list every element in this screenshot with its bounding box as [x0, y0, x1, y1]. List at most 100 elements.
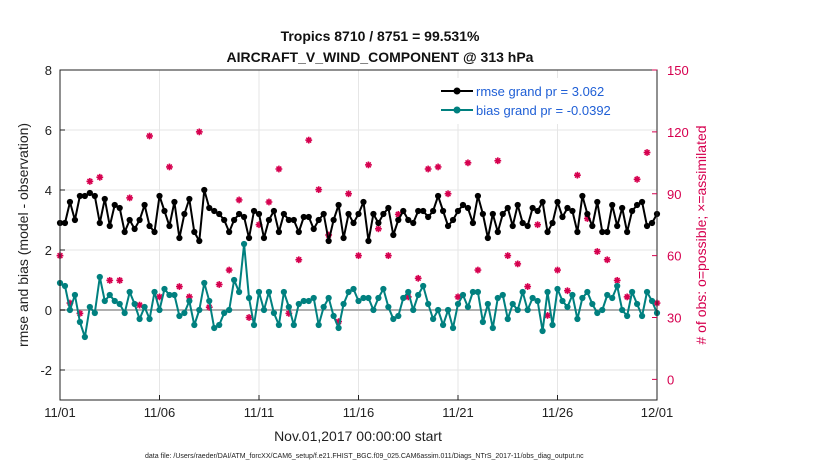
rmse-point [221, 216, 228, 224]
rmse-point [330, 216, 337, 224]
rmse-point [638, 198, 646, 206]
obs-count-marker [384, 252, 392, 260]
rmse-point [126, 216, 133, 224]
rmse-point [569, 207, 576, 215]
obs-marker-stroke [494, 157, 501, 164]
bias-point [275, 321, 282, 329]
x-tick-label: 11/16 [343, 405, 375, 420]
bias-point [226, 306, 233, 314]
bias-point [435, 306, 442, 314]
obs-count-marker [275, 165, 283, 173]
obs-marker-stroke [86, 178, 93, 185]
rmse-point [385, 204, 392, 212]
obs-marker-stroke [166, 163, 173, 170]
obs-count-marker [195, 128, 203, 136]
rmse-point [340, 234, 347, 242]
bias-point [638, 312, 646, 320]
rmse-point [295, 228, 302, 236]
bias-point [315, 321, 322, 329]
bias-point [648, 297, 656, 305]
rmse-point [181, 210, 188, 218]
bias-point [355, 297, 362, 305]
right-tick-label: 120 [667, 125, 689, 140]
bias-point [474, 288, 481, 296]
bias-point [554, 285, 561, 293]
rmse-point [395, 216, 402, 224]
bias-point [584, 288, 591, 296]
bias-point [270, 309, 278, 317]
rmse-point [310, 225, 317, 233]
rmse-point [166, 222, 173, 230]
bias-point [335, 324, 342, 332]
rmse-point [380, 210, 387, 218]
rmse-point [415, 207, 422, 215]
rmse-point [96, 219, 103, 227]
bias-point [221, 309, 228, 317]
bias-point [161, 285, 168, 293]
bias-point [136, 315, 143, 323]
bias-point [634, 300, 641, 308]
bias-point [340, 300, 347, 308]
bias-point [494, 294, 501, 302]
rmse-point [504, 204, 511, 212]
obs-count-marker [106, 276, 114, 284]
bias-point [425, 300, 432, 308]
bias-point [211, 324, 218, 332]
bias-point [330, 312, 337, 320]
rmse-point [390, 231, 397, 239]
x-tick-label: 11/26 [542, 405, 574, 420]
obs-marker-stroke [176, 283, 183, 290]
rmse-point [375, 219, 382, 227]
rmse-point [275, 228, 282, 236]
rmse-point [350, 219, 357, 227]
bias-point [449, 324, 457, 332]
obs-marker-stroke [116, 277, 123, 284]
obs-marker-stroke [146, 133, 153, 139]
obs-marker-stroke [524, 283, 531, 290]
bias-point [76, 318, 83, 326]
bias-point [255, 288, 263, 296]
x-axis-label: Nov.01,2017 00:00:00 start [274, 428, 442, 444]
obs-marker-stroke [216, 281, 223, 288]
rmse-point [91, 192, 98, 200]
obs-marker-stroke [236, 196, 243, 203]
bias-point [181, 309, 188, 317]
rmse-point [464, 204, 472, 212]
rmse-point [285, 216, 292, 224]
bias-point [459, 291, 467, 299]
rmse-point [519, 219, 526, 227]
bias-point [360, 294, 367, 302]
bias-point [156, 306, 163, 314]
obs-count-marker [464, 159, 472, 167]
bias-point [464, 303, 472, 311]
obs-marker-stroke [106, 277, 113, 284]
rmse-point [231, 216, 238, 224]
obs-count-marker [504, 252, 512, 260]
bias-point [574, 315, 581, 323]
rmse-point [76, 192, 83, 200]
bias-point [81, 333, 88, 341]
bias-point [206, 297, 213, 305]
x-axis-ticks: 11/01 11/06 11/11 11/16 11/21 11/26 12/01 [44, 395, 673, 420]
rmse-point [121, 228, 128, 236]
rmse-point [270, 207, 278, 215]
rmse-point [71, 216, 79, 224]
obs-count-marker [593, 248, 601, 255]
obs-marker-stroke [375, 225, 382, 232]
bias-point [504, 315, 511, 323]
rmse-point [265, 216, 273, 224]
rmse-point [131, 225, 138, 233]
bias-point [66, 306, 74, 314]
rmse-point [484, 234, 491, 242]
obs-marker-stroke [266, 199, 272, 205]
rmse-point [479, 210, 486, 218]
y-axis-left-ticks: -2 0 2 4 6 8 [40, 63, 65, 378]
bias-point [594, 309, 601, 317]
obs-marker-stroke [305, 137, 312, 144]
bias-point [614, 282, 621, 290]
bias-point [196, 306, 203, 314]
y-axis-left-label: rmse and bias (model - observation) [15, 123, 31, 347]
bias-point [439, 321, 447, 329]
bias-point [310, 294, 317, 302]
